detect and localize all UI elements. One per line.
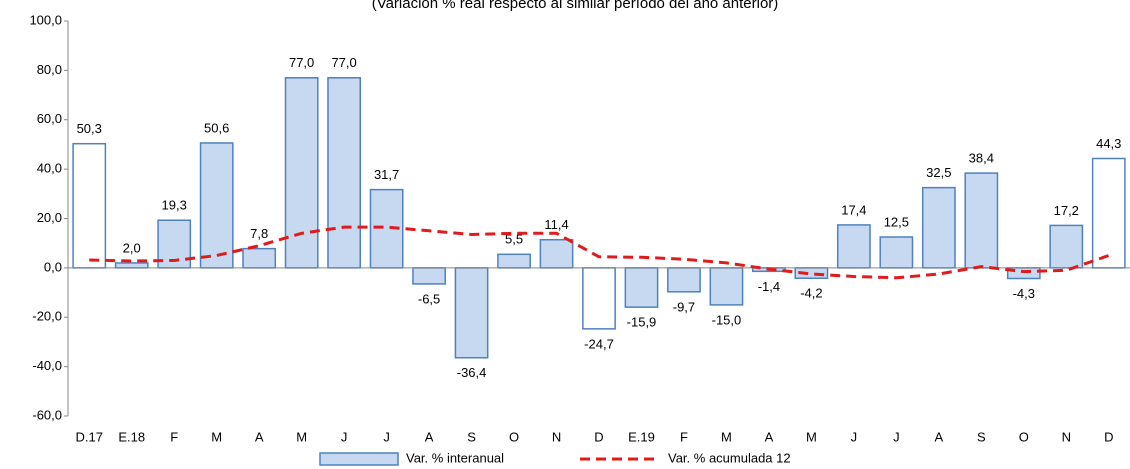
data-label: 50,3 (77, 121, 102, 136)
data-label: 11,4 (544, 217, 568, 232)
data-label: 7,8 (250, 226, 268, 241)
data-label: -36,4 (457, 365, 487, 380)
y-tick-label: 0,0 (44, 259, 62, 274)
bar (624, 267, 659, 308)
bar (412, 267, 446, 285)
x-tick-label: O (1019, 429, 1029, 444)
x-tick-label: M (806, 429, 817, 444)
bar (1049, 224, 1084, 269)
data-label: 17,2 (1054, 203, 1079, 218)
bar (667, 267, 701, 293)
x-tick-label: F (170, 429, 178, 444)
x-tick-label: F (680, 429, 688, 444)
bar (539, 238, 574, 269)
bar (921, 186, 956, 269)
bar (497, 253, 531, 269)
bar (964, 172, 999, 269)
line (89, 225, 1110, 280)
x-tick-label: J (851, 429, 858, 444)
x-tick-label: M (721, 429, 732, 444)
bar (1091, 157, 1126, 269)
x-tick-label: E.19 (628, 429, 655, 444)
data-label: -6,5 (418, 291, 440, 306)
data-label: 77,0 (289, 55, 314, 70)
data-label: -1,4 (758, 279, 780, 294)
x-tick-label: N (1062, 429, 1071, 444)
bar (879, 236, 914, 269)
x-tick-label: A (255, 429, 264, 444)
data-label: 2,0 (123, 240, 141, 255)
data-label: 19,3 (162, 198, 187, 213)
x-tick-label: M (296, 429, 307, 444)
x-tick-label: D.17 (76, 429, 103, 444)
data-label: 44,3 (1096, 136, 1121, 151)
x-tick-label: S (467, 429, 476, 444)
y-tick-label: 20,0 (37, 210, 62, 225)
x-tick-label: E.18 (118, 429, 145, 444)
data-label: -15,0 (712, 312, 742, 327)
data-label: -15,9 (627, 315, 657, 330)
data-label: -4,3 (1013, 286, 1035, 301)
y-tick-label: 100,0 (29, 12, 62, 27)
legend-label: Var. % interanual (406, 450, 504, 465)
data-label: -24,7 (584, 336, 614, 351)
bar (199, 142, 234, 269)
data-label: 17,4 (841, 202, 866, 217)
bar (582, 267, 616, 330)
x-tick-label: J (341, 429, 348, 444)
data-label: 5,5 (505, 232, 523, 247)
x-tick-label: A (935, 429, 944, 444)
x-tick-label: J (893, 429, 900, 444)
data-label: 31,7 (374, 167, 399, 182)
x-tick-label: S (977, 429, 986, 444)
bar (284, 77, 319, 269)
x-tick-label: A (765, 429, 774, 444)
x-tick-label: D (1104, 429, 1113, 444)
bar (709, 267, 744, 306)
data-label: 12,5 (884, 214, 909, 229)
y-tick-label: -20,0 (32, 309, 62, 324)
bar (327, 77, 362, 269)
bar (836, 224, 871, 269)
data-label: -4,2 (800, 286, 822, 301)
x-tick-label: A (425, 429, 434, 444)
x-tick-label: N (552, 429, 561, 444)
legend-label: Var. % acumulada 12 (668, 450, 791, 465)
y-tick-label: -40,0 (32, 358, 62, 373)
bar (242, 247, 277, 269)
data-label: 32,5 (926, 165, 951, 180)
x-tick-label: J (383, 429, 390, 444)
data-label: 77,0 (331, 55, 356, 70)
y-tick-label: 80,0 (37, 62, 62, 77)
y-tick-label: 60,0 (37, 111, 62, 126)
data-label: -9,7 (673, 299, 695, 314)
chart-title: (Variación % real respecto al similar pe… (372, 0, 779, 12)
bar (72, 142, 107, 269)
x-tick-label: O (509, 429, 519, 444)
x-tick-label: D (594, 429, 603, 444)
legend-swatch (319, 452, 399, 466)
x-tick-label: M (211, 429, 222, 444)
bar (454, 267, 489, 359)
y-tick-label: -60,0 (32, 407, 62, 422)
data-label: 38,4 (969, 151, 994, 166)
bar (114, 262, 149, 269)
y-tick-label: 40,0 (37, 161, 62, 176)
data-label: 50,6 (204, 120, 229, 135)
